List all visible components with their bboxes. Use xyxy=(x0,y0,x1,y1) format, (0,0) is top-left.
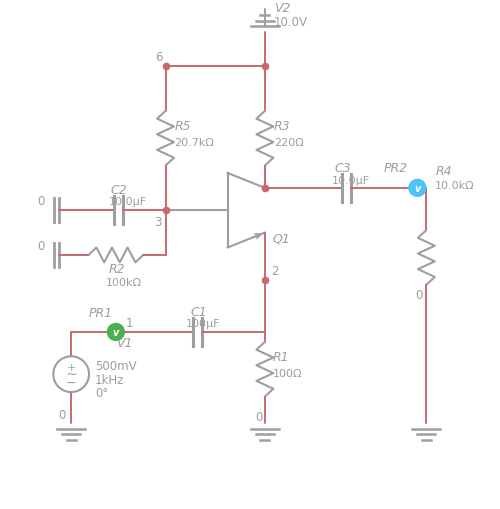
Text: 10.0µF: 10.0µF xyxy=(108,197,146,207)
Text: V2: V2 xyxy=(274,2,290,15)
Text: 0: 0 xyxy=(38,194,45,207)
Text: R3: R3 xyxy=(274,120,290,133)
Text: 0: 0 xyxy=(255,410,262,423)
Text: V1: V1 xyxy=(116,337,132,350)
Text: +: + xyxy=(66,362,76,372)
Text: v: v xyxy=(414,184,420,193)
Text: C3: C3 xyxy=(334,161,351,174)
Text: 0: 0 xyxy=(38,239,45,252)
Text: 0: 0 xyxy=(415,289,422,302)
Text: 500mV: 500mV xyxy=(95,359,136,372)
Text: v: v xyxy=(112,327,119,337)
Text: R4: R4 xyxy=(436,164,452,178)
Text: 2: 2 xyxy=(271,265,278,278)
Text: R5: R5 xyxy=(174,120,191,133)
Text: 10.0V: 10.0V xyxy=(274,16,308,29)
Text: 10.0µF: 10.0µF xyxy=(332,176,370,186)
Text: C2: C2 xyxy=(111,184,128,196)
Text: 6: 6 xyxy=(156,50,163,64)
Text: 220Ω: 220Ω xyxy=(274,138,304,148)
Text: R2: R2 xyxy=(108,263,125,276)
Text: 3: 3 xyxy=(154,215,162,228)
Text: ~: ~ xyxy=(66,366,77,380)
Text: −: − xyxy=(66,376,76,389)
Text: PR1: PR1 xyxy=(88,306,112,319)
Circle shape xyxy=(409,180,426,197)
Text: 100Ω: 100Ω xyxy=(272,369,302,378)
Text: 20.7kΩ: 20.7kΩ xyxy=(174,138,214,148)
Text: R1: R1 xyxy=(272,351,289,363)
Text: 1kHz: 1kHz xyxy=(95,373,124,386)
Text: 0: 0 xyxy=(58,409,65,421)
Text: 0°: 0° xyxy=(95,386,108,399)
Text: Q1: Q1 xyxy=(272,232,290,244)
Circle shape xyxy=(108,324,124,341)
Text: 100µF: 100µF xyxy=(186,318,220,328)
Text: PR2: PR2 xyxy=(384,161,408,174)
Text: 1: 1 xyxy=(126,316,134,329)
Text: C1: C1 xyxy=(190,305,207,318)
Text: 100kΩ: 100kΩ xyxy=(106,278,142,288)
Text: 10.0kΩ: 10.0kΩ xyxy=(436,181,475,191)
